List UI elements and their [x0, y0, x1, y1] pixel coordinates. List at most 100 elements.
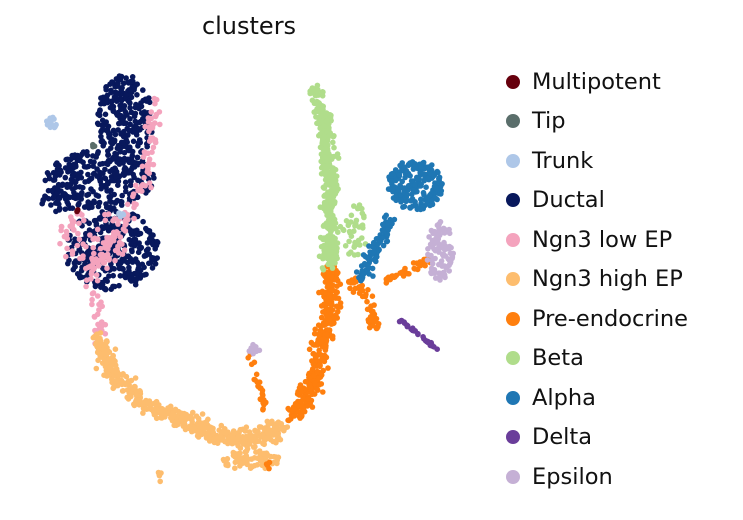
scatter-point — [134, 270, 140, 277]
scatter-point — [306, 346, 313, 353]
scatter-point — [334, 303, 341, 310]
scatter-point — [434, 222, 441, 228]
scatter-point — [330, 133, 337, 140]
scatter-point — [122, 228, 129, 234]
legend-marker — [506, 390, 520, 405]
legend-label: Tip — [532, 108, 566, 135]
scatter-point — [105, 157, 112, 164]
scatter-point — [78, 267, 85, 274]
scatter-point — [298, 398, 304, 405]
scatter-point — [314, 368, 321, 375]
scatter-point — [386, 186, 393, 192]
scatter-point — [325, 311, 332, 318]
scatter-point — [442, 253, 449, 259]
scatter-point — [77, 184, 83, 190]
scatter-point — [134, 154, 141, 161]
scatter-point — [69, 205, 76, 211]
scatter-point — [324, 169, 330, 175]
scatter-point — [146, 124, 153, 131]
scatter-point — [112, 131, 119, 138]
legend-item: Tip — [506, 102, 688, 142]
legend-item: Multipotent — [506, 62, 688, 102]
scatter-point — [49, 187, 55, 194]
scatter-point — [118, 380, 124, 386]
scatter-point — [318, 151, 325, 157]
scatter-point — [264, 429, 271, 436]
scatter-point — [315, 322, 322, 329]
scatter-point — [72, 263, 78, 270]
scatter-point — [94, 293, 101, 299]
scatter-point — [331, 243, 337, 250]
legend-label: Trunk — [532, 147, 594, 174]
scatter-point — [152, 256, 159, 262]
scatter-point — [144, 240, 151, 246]
scatter-point — [62, 174, 69, 181]
scatter-point — [317, 363, 323, 370]
scatter-point — [99, 95, 105, 102]
scatter-point — [123, 75, 129, 81]
scatter-point — [110, 272, 116, 279]
scatter-point — [431, 172, 437, 178]
scatter-point — [96, 350, 103, 357]
legend-label: Ductal — [532, 187, 605, 214]
scatter-point — [95, 263, 102, 269]
scatter-point — [136, 240, 142, 246]
scatter-point — [103, 204, 110, 211]
scatter-point — [322, 347, 329, 353]
scatter-point — [356, 274, 362, 281]
scatter-point — [54, 185, 60, 192]
scatter-point — [316, 347, 323, 354]
scatter-point — [312, 326, 319, 333]
scatter-point — [237, 460, 244, 467]
scatter-point — [360, 271, 367, 277]
scatter-point — [240, 440, 247, 446]
scatter-point — [71, 189, 77, 196]
scatter-point — [254, 429, 260, 436]
scatter-point — [123, 373, 130, 380]
scatter-point — [299, 403, 306, 410]
scatter-point — [187, 423, 193, 430]
scatter-point — [62, 165, 69, 171]
scatter-point — [406, 271, 412, 277]
scatter-point — [152, 261, 159, 267]
scatter-point — [271, 422, 278, 429]
scatter-point — [393, 197, 399, 204]
legend: Multipotent Tip Trunk Ductal Ngn3 low EP Ngn3… — [506, 62, 688, 497]
scatter-point — [348, 212, 355, 219]
scatter-point — [95, 121, 102, 128]
scatter-point — [136, 245, 143, 251]
scatter-point — [343, 218, 350, 224]
scatter-point — [350, 289, 357, 296]
scatter-point — [74, 171, 81, 177]
scatter-point — [446, 262, 452, 269]
scatter-point — [332, 185, 338, 191]
legend-label: Ngn3 low EP — [532, 226, 673, 253]
scatter-point — [328, 273, 335, 280]
scatter-point — [114, 91, 121, 97]
scatter-point — [146, 95, 152, 101]
scatter-point — [132, 375, 139, 381]
scatter-point — [126, 267, 132, 274]
scatter-point — [90, 334, 97, 341]
scatter-point — [393, 177, 399, 184]
scatter-point — [146, 138, 153, 144]
scatter-point — [128, 229, 134, 235]
scatter-point — [327, 173, 333, 180]
scatter-point — [331, 144, 337, 151]
scatter-point — [105, 152, 112, 158]
scatter-point — [414, 260, 420, 267]
scatter-point — [414, 175, 420, 182]
scatter-point — [127, 144, 133, 150]
scatter-point — [348, 280, 355, 286]
scatter-point — [91, 265, 98, 271]
scatter-point — [334, 289, 341, 296]
scatter-point — [334, 271, 340, 277]
scatter-point — [70, 178, 76, 184]
scatter-point — [181, 420, 188, 427]
scatter-point — [94, 166, 100, 172]
scatter-point — [134, 275, 140, 282]
scatter-point — [87, 158, 94, 165]
scatter-point — [153, 406, 160, 412]
scatter-point — [95, 111, 101, 117]
scatter-point — [118, 98, 125, 104]
